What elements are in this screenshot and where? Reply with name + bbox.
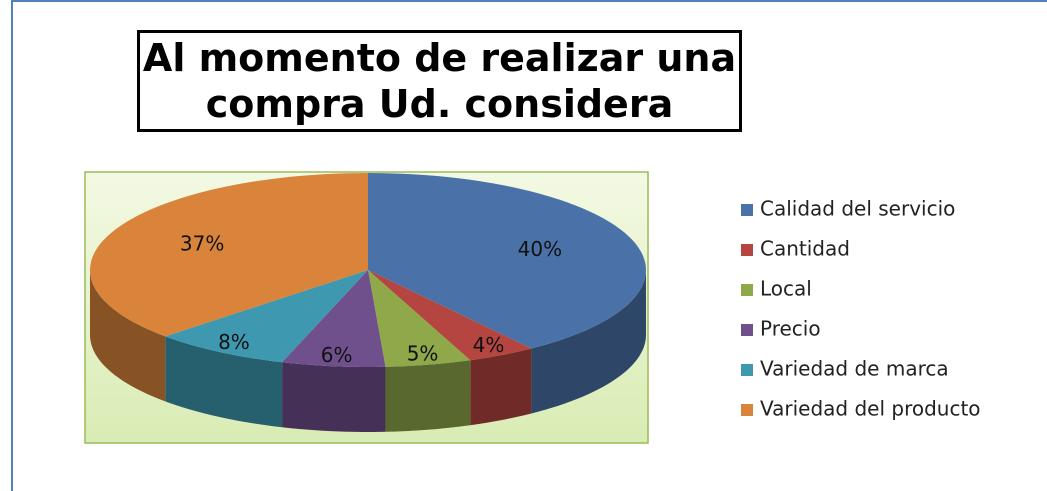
- chart-title: Al momento de realizar una compra Ud. co…: [137, 30, 742, 132]
- pie-slice-side: [385, 360, 471, 432]
- pie-slice-side: [470, 348, 532, 426]
- data-label: 5%: [407, 342, 439, 366]
- pie-slice-side: [165, 336, 283, 428]
- legend-label: Variedad de marca: [760, 357, 949, 381]
- data-label: 40%: [518, 237, 562, 261]
- pie-slice: [368, 270, 471, 367]
- legend-swatch: [741, 324, 753, 336]
- data-label: 8%: [218, 330, 250, 354]
- data-label: 6%: [321, 343, 353, 367]
- pie-slice-side: [531, 270, 646, 414]
- legend-swatch: [741, 364, 753, 376]
- data-label: 37%: [180, 231, 224, 255]
- data-label: 4%: [473, 333, 505, 357]
- legend-swatch: [741, 244, 753, 256]
- pie-slice: [368, 270, 532, 361]
- legend-label: Local: [760, 277, 812, 301]
- legend-label: Calidad del servicio: [760, 197, 955, 221]
- pie-slice-side: [282, 362, 386, 432]
- legend-swatch: [741, 404, 753, 416]
- pie-slice: [165, 270, 368, 363]
- pie-slice: [282, 270, 386, 367]
- pie-slice: [368, 173, 646, 349]
- legend-label: Cantidad: [760, 237, 850, 261]
- legend-label: Variedad del producto: [760, 397, 981, 421]
- pie-slice-side: [90, 270, 166, 402]
- legend-swatch: [741, 284, 753, 296]
- legend-swatch: [741, 204, 753, 216]
- legend-label: Precio: [760, 317, 821, 341]
- pie-slice: [90, 173, 368, 337]
